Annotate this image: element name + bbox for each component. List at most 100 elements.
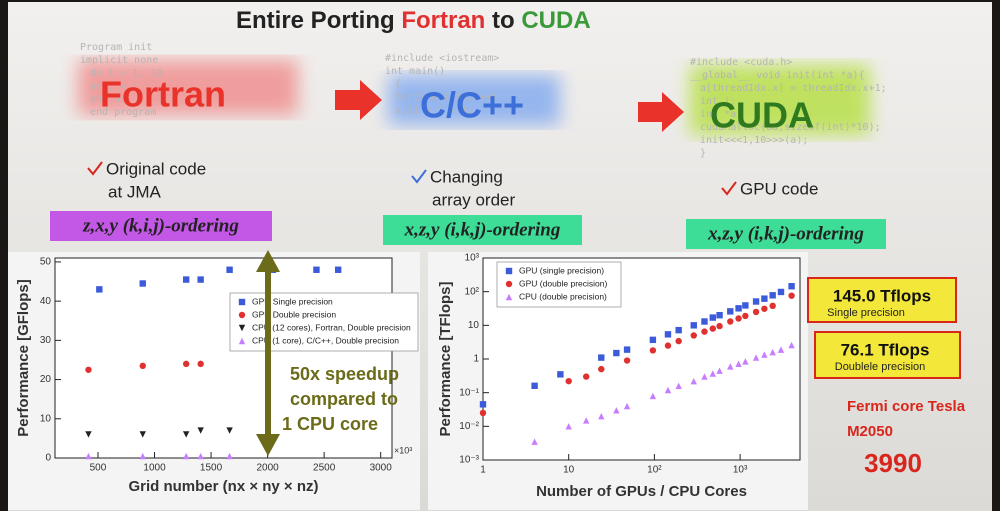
marker [649, 347, 657, 354]
description: Changing [430, 167, 503, 186]
marker [727, 363, 734, 370]
marker [752, 354, 760, 361]
y-tick-label: 10³ [465, 253, 480, 264]
columns: Fortran Original code at JMA z,x,y (k,i,j)-… [50, 74, 886, 249]
arrow [335, 80, 382, 120]
marker [727, 308, 734, 315]
blob [690, 65, 870, 135]
marker [85, 452, 92, 460]
code-line: init<<<1,10>>>(a); [700, 135, 808, 146]
marker [479, 401, 487, 408]
title-part: CUDA [521, 7, 590, 34]
marker [664, 386, 672, 394]
arrow-head [256, 250, 280, 272]
code-line: { [395, 79, 401, 90]
legend-marker [238, 324, 246, 332]
marker [709, 325, 716, 332]
marker [565, 377, 572, 385]
marker [690, 332, 697, 339]
marker [226, 452, 233, 460]
marker [742, 312, 749, 320]
marker [613, 349, 620, 357]
marker [769, 292, 776, 299]
plot-area [54, 257, 393, 459]
marker [752, 298, 760, 305]
marker [664, 342, 672, 349]
x-tick-label: 500 [90, 463, 107, 474]
marker [565, 423, 572, 430]
code-line: a[i] = i + 1; [395, 105, 473, 116]
marker [85, 431, 92, 438]
y-tick-label: 40 [40, 296, 52, 307]
x-axis-label: Number of GPUs / CPU Cores [536, 483, 747, 500]
marker [649, 336, 657, 344]
marker [139, 362, 146, 370]
code-line: } [700, 148, 706, 159]
marker [709, 370, 716, 377]
marker [690, 377, 697, 385]
annotation: 50x speedup [290, 364, 399, 384]
ordering-box [383, 215, 582, 245]
ordering-box [686, 219, 886, 249]
legend-label: GPU (double precision) [519, 278, 608, 288]
marker [742, 302, 749, 309]
y-tick-label: 10² [465, 286, 480, 297]
x-tick-label: 2500 [313, 463, 336, 474]
marker [675, 326, 682, 334]
ordering: x,z,y (i,k,j)-ordering [707, 223, 864, 244]
marker [623, 357, 631, 364]
marker [96, 286, 103, 293]
marker [701, 318, 708, 325]
marker [582, 373, 590, 380]
marker [752, 308, 760, 316]
marker [182, 452, 190, 460]
marker [557, 371, 564, 378]
y-tick-label: 50 [40, 257, 52, 268]
code-line: __global__ void init(int *a){ [690, 70, 865, 81]
marker [623, 402, 631, 410]
code-line: #include <iostream> [385, 53, 499, 64]
x-tick-label: 1000 [143, 463, 166, 474]
legend-marker [238, 337, 246, 345]
marker [197, 427, 204, 434]
marker [85, 366, 92, 373]
language-name: C/C++ [420, 85, 524, 126]
ordering: z,x,y (k,i,j)-ordering [82, 215, 239, 236]
marker [716, 367, 723, 374]
description: at JMA [108, 182, 162, 201]
marker [716, 311, 723, 319]
code-line: int main() [385, 66, 445, 77]
legend-label: GPU (single precision) [519, 265, 604, 275]
code-line: end do [90, 94, 126, 105]
marker [690, 322, 697, 329]
x-tick-label: 10² [647, 465, 662, 476]
marker [226, 427, 233, 434]
marker [334, 266, 342, 273]
code-line: cudaMalloc(&a,sizeof(int)*10); [700, 122, 881, 133]
description: GPU code [740, 179, 818, 198]
title-part: Entire Porting [236, 7, 401, 34]
x-axis-label: Grid number (nx × ny × nz) [128, 478, 318, 495]
code-line: do i = 1, 10 [90, 68, 162, 79]
check-mark [411, 169, 427, 184]
marker [649, 392, 657, 400]
x-tick-label: 10 [563, 465, 575, 476]
code-line: a(i) = i [90, 81, 138, 92]
code-line: implicit none [80, 55, 158, 66]
marker [479, 409, 487, 417]
marker [777, 346, 785, 353]
code-line: a[threadIdx.x] = threadIdx.x+1; [700, 83, 887, 94]
code-line: #include <cuda.h> [690, 57, 792, 68]
marker [182, 276, 190, 283]
ordering: x,z,y (i,k,j)-ordering [404, 219, 561, 240]
arrow [638, 92, 684, 132]
marker [788, 283, 795, 290]
marker [182, 431, 190, 438]
code-line: int i; [700, 96, 736, 107]
marker [623, 346, 631, 353]
annotation: compared to [290, 389, 398, 409]
marker [598, 365, 605, 373]
legend-marker [505, 293, 513, 301]
result-label: Doublele precision [835, 361, 926, 373]
